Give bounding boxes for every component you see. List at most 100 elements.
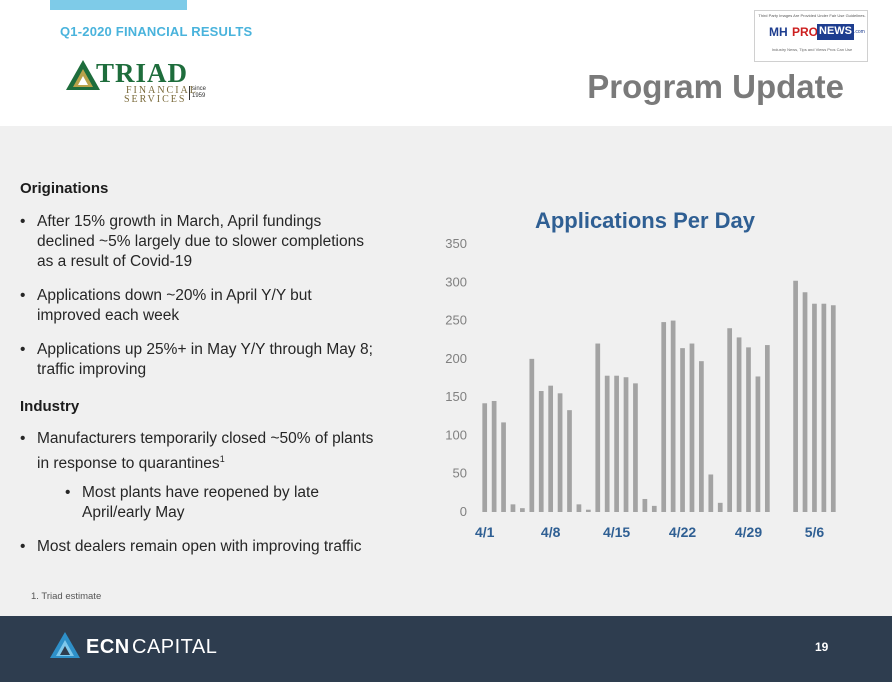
bullet-icon: • bbox=[65, 484, 71, 501]
bar-4-14 bbox=[604, 375, 610, 512]
bar-4-18 bbox=[642, 498, 648, 512]
y-tick-label: 150 bbox=[445, 389, 467, 404]
bar-4-12 bbox=[585, 509, 591, 512]
bar-5-8 bbox=[830, 305, 836, 512]
page-title: Program Update bbox=[587, 68, 844, 105]
bar-4-17 bbox=[633, 383, 638, 512]
bar-5-6 bbox=[812, 303, 817, 512]
mh-badge-disclaimer: Third Party Images Are Provided Under Fa… bbox=[758, 13, 866, 18]
bar-4-7 bbox=[538, 391, 544, 512]
bar-4-2 bbox=[491, 400, 497, 512]
bullet-line: declined ~5% largely due to slower compl… bbox=[37, 233, 364, 250]
bar-4-4 bbox=[510, 504, 516, 512]
bullet-line: April/early May bbox=[82, 504, 185, 521]
bar-4-28 bbox=[736, 337, 742, 512]
bar-4-9 bbox=[557, 393, 563, 512]
x-tick-label: 4/15 bbox=[603, 524, 630, 540]
triad-since-label: since bbox=[192, 86, 207, 92]
slide-content: Originations • After 15% growth in March… bbox=[0, 126, 892, 616]
triad-logo-line1: FINANCIAL bbox=[126, 85, 198, 96]
y-tick-label: 0 bbox=[460, 504, 467, 519]
mhpronews-watermark: Third Party Images Are Provided Under Fa… bbox=[754, 10, 868, 62]
originations-bullet-3: Applications up 25%+ in May Y/Y through … bbox=[37, 340, 373, 380]
bar-4-16 bbox=[623, 377, 629, 512]
mh-badge-news: NEWS bbox=[817, 24, 854, 40]
bar-4-24 bbox=[699, 361, 704, 512]
x-tick-label: 4/8 bbox=[541, 524, 561, 540]
footnote-marker: 1 bbox=[219, 454, 225, 464]
bar-4-29 bbox=[746, 347, 751, 512]
bar-4-3 bbox=[501, 422, 506, 512]
x-tick-label: 5/6 bbox=[805, 524, 825, 540]
y-tick-label: 100 bbox=[445, 427, 467, 442]
bar-4-8 bbox=[548, 385, 554, 512]
y-tick-label: 300 bbox=[445, 274, 467, 289]
bar-4-10 bbox=[567, 410, 572, 512]
y-tick-label: 50 bbox=[453, 466, 467, 481]
footnote: 1. Triad estimate bbox=[31, 591, 102, 602]
bullet-icon: • bbox=[20, 430, 26, 447]
ecn-brand-bold: ECN bbox=[86, 636, 130, 658]
industry-bullet-1: Manufacturers temporarily closed ~50% of… bbox=[37, 429, 373, 474]
page-number: 19 bbox=[815, 640, 829, 654]
bar-4-19 bbox=[651, 505, 657, 512]
bullet-line: After 15% growth in March, April funding… bbox=[37, 213, 322, 230]
y-tick-label: 250 bbox=[445, 313, 467, 328]
triad-logo-word: TRIAD bbox=[96, 58, 189, 88]
bar-4-25 bbox=[708, 474, 714, 512]
industry-sub-bullet: Most plants have reopened by late April/… bbox=[82, 483, 319, 523]
triad-logo-line2: SERVICES bbox=[124, 94, 187, 105]
applications-bar-chart: 0 50 100 150 200 250 300 350 4/1 4/8 4/15 4/22 4/29 5… bbox=[445, 236, 836, 540]
bar-4-11 bbox=[576, 504, 582, 512]
bar-5-1 bbox=[764, 345, 770, 512]
bar-5-5 bbox=[802, 292, 808, 512]
bar-4-20 bbox=[661, 322, 667, 512]
bullet-icon: • bbox=[20, 538, 26, 555]
header-accent-bar bbox=[50, 0, 187, 10]
bar-4-30 bbox=[755, 376, 761, 512]
industry-heading: Industry bbox=[20, 398, 80, 415]
bar-5-7 bbox=[821, 303, 827, 512]
bar-4-22 bbox=[680, 348, 685, 512]
triad-since-year: 1959 bbox=[192, 93, 206, 99]
bar-4-6 bbox=[529, 358, 535, 512]
industry-bullet-2: Most dealers remain open with improving … bbox=[37, 537, 362, 557]
x-tick-label: 4/1 bbox=[475, 524, 495, 540]
triad-logo: TRIAD FINANCIAL SERVICES since 1959 bbox=[66, 58, 216, 106]
bar-4-23 bbox=[689, 343, 695, 512]
bar-4-1 bbox=[482, 403, 488, 512]
bullet-line: in response to quarantines1 bbox=[37, 449, 373, 474]
originations-bullet-1: After 15% growth in March, April funding… bbox=[37, 212, 364, 272]
ecn-brand-light: CAPITAL bbox=[132, 636, 218, 658]
bar-4-27 bbox=[727, 328, 733, 512]
bullet-line: Most dealers remain open with improving … bbox=[37, 538, 362, 555]
bullet-icon: • bbox=[20, 287, 26, 304]
y-tick-label: 350 bbox=[445, 236, 467, 251]
bullet-line: as a result of Covid-19 bbox=[37, 253, 193, 270]
originations-heading: Originations bbox=[20, 180, 109, 197]
slide-footer: ECN CAPITAL 19 bbox=[0, 616, 892, 682]
bar-4-15 bbox=[614, 375, 619, 512]
originations-bullet-2: Applications down ~20% in April Y/Y but … bbox=[37, 286, 312, 326]
chart-title: Applications Per Day bbox=[534, 208, 756, 233]
mh-badge-pro: PRO bbox=[792, 25, 819, 39]
bullet-line: Manufacturers temporarily closed ~50% of… bbox=[37, 430, 374, 447]
bullet-line-text: in response to quarantines bbox=[37, 455, 220, 473]
bullet-line: improved each week bbox=[37, 307, 180, 324]
bullet-line: Applications up 25%+ in May Y/Y through … bbox=[37, 341, 373, 358]
bar-4-5 bbox=[520, 508, 525, 512]
bar-4-13 bbox=[595, 343, 601, 512]
bullet-line: Applications down ~20% in April Y/Y but bbox=[37, 287, 312, 304]
bullet-icon: • bbox=[20, 341, 26, 358]
bullet-icon: • bbox=[20, 213, 26, 230]
bullet-line: traffic improving bbox=[37, 361, 147, 378]
mh-badge-com: .com bbox=[854, 29, 865, 35]
ecn-logo-icon bbox=[50, 632, 80, 658]
bar-4-21 bbox=[670, 320, 676, 512]
triad-logo-since: since 1959 bbox=[189, 86, 206, 100]
x-tick-label: 4/22 bbox=[669, 524, 696, 540]
report-kicker: Q1-2020 FINANCIAL RESULTS bbox=[60, 24, 253, 39]
bullet-line: Most plants have reopened by late bbox=[82, 484, 319, 501]
bar-4-26 bbox=[717, 502, 723, 512]
x-tick-label: 4/29 bbox=[735, 524, 762, 540]
